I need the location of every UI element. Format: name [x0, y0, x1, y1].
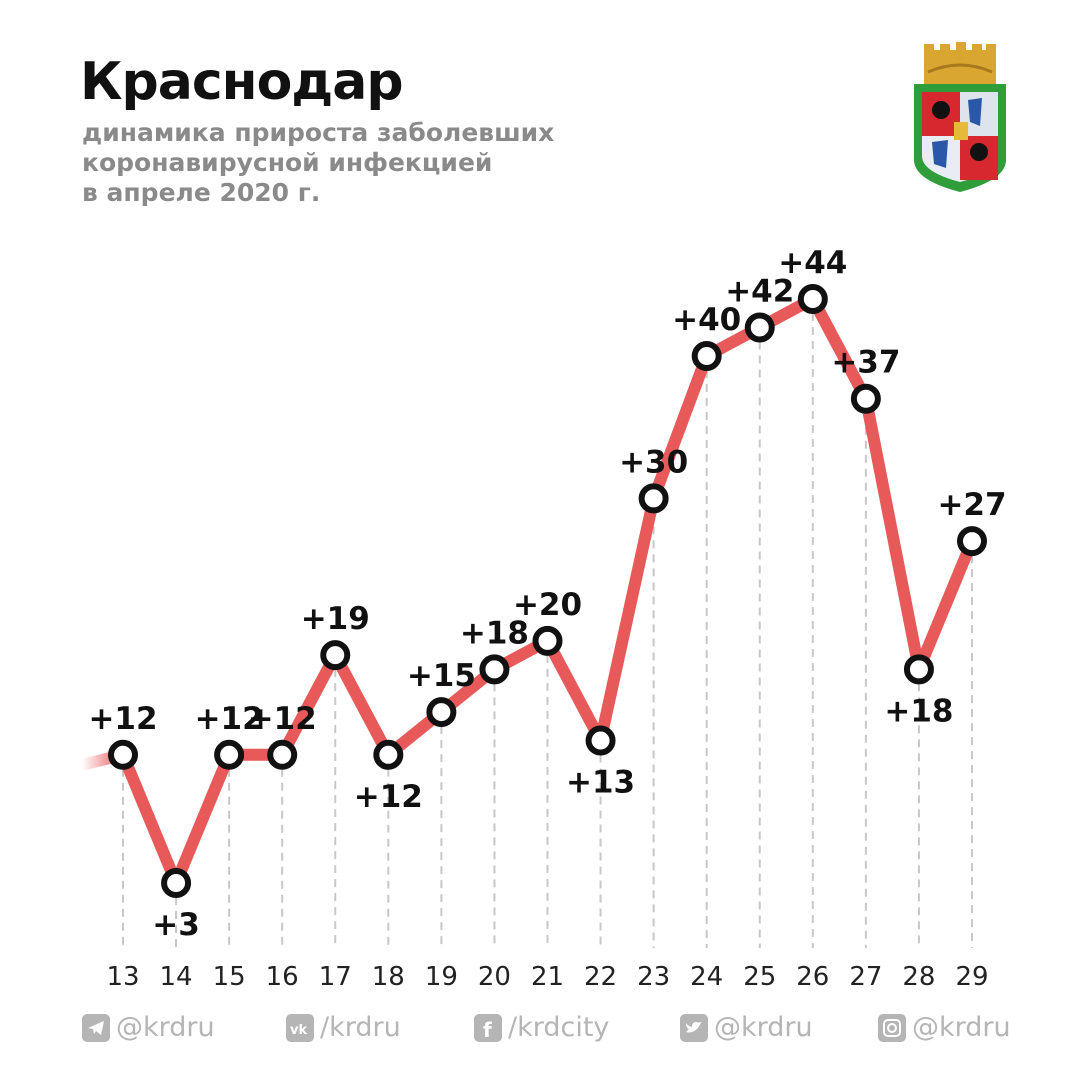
- x-tick-label: 26: [796, 962, 829, 992]
- subtitle-line: в апреле 2020 г.: [82, 178, 321, 207]
- x-tick-label: 13: [106, 962, 139, 992]
- x-tick-label: 17: [319, 962, 352, 992]
- data-point: [903, 654, 934, 685]
- x-tick-label: 25: [743, 962, 776, 992]
- data-point: [267, 739, 298, 770]
- data-point: [744, 312, 775, 343]
- svg-text:f: f: [483, 1018, 492, 1042]
- x-tick-label: 15: [213, 962, 246, 992]
- data-label: +12: [248, 701, 317, 737]
- data-label: +44: [778, 245, 847, 281]
- twitter-link[interactable]: @krdru: [680, 1012, 813, 1043]
- facebook-handle: /krdcity: [508, 1012, 610, 1043]
- x-tick-label: 20: [478, 962, 511, 992]
- data-point: [108, 739, 138, 770]
- x-tick-label: 27: [849, 962, 882, 992]
- x-tick-label: 22: [584, 962, 617, 992]
- x-tick-label: 24: [690, 962, 723, 992]
- telegram-icon: [82, 1013, 110, 1042]
- data-point: [373, 739, 404, 770]
- data-point: [797, 284, 828, 314]
- x-tick-label: 19: [425, 962, 458, 992]
- data-label: +15: [407, 658, 476, 694]
- data-label: +12: [354, 779, 423, 815]
- x-tick-label: 14: [160, 962, 193, 992]
- data-point: [532, 625, 563, 656]
- city-crest-icon: [914, 42, 1006, 192]
- subtitle-line: коронавирусной инфекцией: [82, 148, 493, 177]
- data-label: +12: [88, 701, 157, 737]
- subtitle-line: динамика прироста заболевших: [82, 118, 555, 147]
- data-point: [957, 526, 987, 557]
- x-tick-label: 16: [266, 962, 299, 992]
- x-tick-label: 29: [955, 962, 988, 992]
- data-point: [850, 383, 881, 414]
- data-label: +20: [513, 587, 582, 623]
- data-point: [320, 640, 351, 671]
- data-label: +40: [672, 302, 741, 338]
- data-point: [691, 340, 722, 371]
- data-label: +19: [301, 601, 370, 637]
- facebook-link[interactable]: f /krdcity: [474, 1012, 609, 1043]
- social-footer: @krdru vk /krdru f /krdcity @krdru @krdr…: [0, 1012, 1080, 1052]
- vk-handle: /krdru: [320, 1012, 401, 1043]
- vk-icon: vk: [286, 1013, 314, 1042]
- svg-text:vk: vk: [290, 1023, 307, 1038]
- telegram-handle: @krdru: [116, 1012, 215, 1043]
- twitter-icon: [680, 1013, 708, 1042]
- data-label: +18: [460, 615, 529, 651]
- data-label: +12: [195, 701, 264, 737]
- x-tick-label: 18: [372, 962, 405, 992]
- data-label: +42: [725, 273, 794, 309]
- x-tick-label: 28: [902, 962, 935, 992]
- data-point: [479, 654, 510, 685]
- instagram-link[interactable]: @krdru: [878, 1012, 1011, 1043]
- line-chart: +12+3+12+12+19+12+15+18+20+13+30+40+42+4…: [76, 245, 1007, 992]
- data-label: +3: [152, 907, 200, 943]
- facebook-icon: f: [474, 1013, 502, 1042]
- data-label: +13: [566, 765, 635, 801]
- data-point: [161, 868, 192, 898]
- data-point: [426, 697, 457, 728]
- data-point: [214, 739, 245, 770]
- data-point: [585, 725, 616, 756]
- data-label: +27: [937, 487, 1006, 523]
- data-label: +37: [831, 345, 900, 381]
- x-tick-label: 21: [531, 962, 564, 992]
- instagram-handle: @krdru: [912, 1012, 1011, 1043]
- instagram-icon: [878, 1013, 906, 1042]
- chart-subtitle: динамика прироста заболевших коронавирус…: [82, 118, 554, 208]
- data-label: +18: [884, 693, 953, 729]
- telegram-link[interactable]: @krdru: [82, 1012, 215, 1043]
- x-tick-label: 23: [637, 962, 670, 992]
- data-label: +30: [619, 444, 688, 480]
- data-point: [638, 483, 669, 514]
- vk-link[interactable]: vk /krdru: [286, 1012, 401, 1043]
- twitter-handle: @krdru: [714, 1012, 813, 1043]
- page-title: Краснодар: [80, 52, 404, 112]
